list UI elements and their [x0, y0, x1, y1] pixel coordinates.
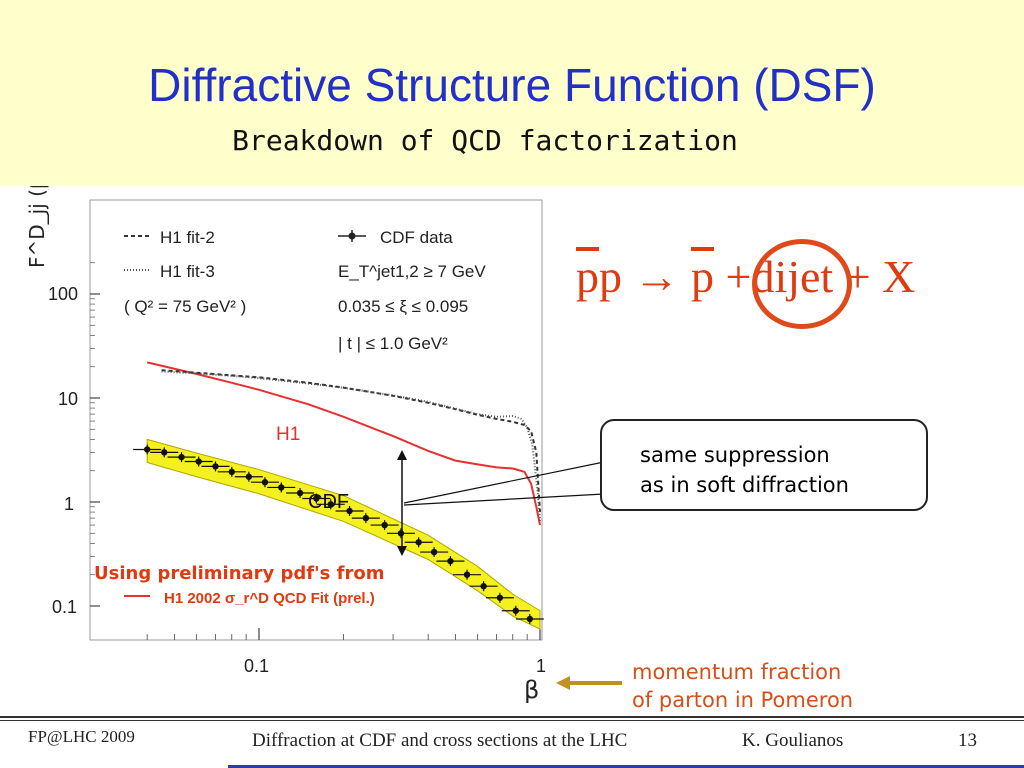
- cdf-data-point: [195, 458, 202, 465]
- cdf-data-point: [178, 453, 185, 461]
- reaction-plus-1: +: [725, 251, 752, 302]
- legend-q2: ( Q² = 75 GeV² ): [124, 297, 246, 316]
- cdf-data-point: [278, 484, 285, 491]
- y-axis-label: F^D_jj (β): [25, 186, 49, 268]
- cdf-data-label: CDF: [308, 491, 349, 513]
- legend-fit2: H1 fit-2: [160, 228, 215, 247]
- momentum-note: momentum fraction of parton in Pomeron: [632, 658, 853, 714]
- cdf-data-point: [496, 594, 504, 601]
- momentum-line: momentum fraction: [632, 660, 842, 684]
- footer-rule-thin: [0, 720, 1024, 721]
- reaction-arrow: →: [633, 251, 680, 302]
- cdf-data-point: [212, 463, 219, 470]
- cdf-data-point: [143, 446, 151, 453]
- dijet-highlight-circle: [752, 239, 852, 329]
- slide-title: Diffractive Structure Function (DSF): [148, 59, 876, 111]
- slide-subtitle: Breakdown of QCD factorization: [232, 124, 738, 157]
- cdf-data-point: [397, 530, 405, 537]
- y-tick-label: 10: [58, 389, 78, 409]
- cdf-uncertainty-band: [146, 438, 541, 630]
- suppression-arrowhead-top: [397, 450, 407, 460]
- cdf-data-point: [362, 514, 370, 522]
- momentum-arrowhead: [556, 676, 570, 690]
- dsf-chart: 100 10 1 0.1 0.1 1 β F^D_jj (β) H1 fit-2…: [25, 186, 622, 704]
- legend-t-cut: | t | ≤ 1.0 GeV²: [338, 334, 448, 353]
- cdf-data-point: [296, 489, 304, 497]
- cdf-data-point: [161, 449, 168, 456]
- footer-page-number: 13: [958, 730, 977, 751]
- footer-event: FP@LHC 2009: [28, 727, 135, 746]
- y-tick-label: 1: [64, 494, 74, 514]
- cdf-data-point: [447, 557, 454, 565]
- cdf-data-point: [327, 501, 334, 508]
- cdf-data-point: [346, 507, 353, 515]
- x-term: X: [882, 251, 916, 302]
- p-symbol: p: [599, 251, 622, 302]
- pdf-note: Using preliminary pdf's from: [94, 563, 384, 584]
- note-line: same suppression: [640, 443, 830, 467]
- legend-cdf: CDF data: [380, 228, 453, 247]
- pbar-symbol: p: [576, 251, 599, 302]
- callout-line-lower: [403, 493, 605, 506]
- note-line: as in soft diffraction: [640, 473, 849, 497]
- x-tick-label: 0.1: [244, 656, 269, 676]
- cdf-data-point: [463, 571, 471, 578]
- cdf-data-point: [245, 473, 253, 480]
- footer-accent-rule: [228, 765, 1024, 768]
- cdf-data-point: [228, 468, 235, 476]
- cdf-data-point: [512, 607, 519, 614]
- legend-xi-cut: 0.035 ≤ ξ ≤ 0.095: [338, 297, 468, 316]
- footer-rule: [0, 716, 1024, 718]
- header-band: [0, 0, 1024, 186]
- cdf-data-point: [261, 479, 269, 486]
- pdf-legend: H1 2002 σ_r^D QCD Fit (prel.): [164, 590, 375, 607]
- cdf-data-point: [415, 539, 422, 546]
- legend-et-cut: E_T^jet1,2 ≥ 7 GeV: [338, 262, 486, 281]
- footer-author: K. Goulianos: [742, 730, 844, 751]
- cdf-data-point: [430, 548, 438, 556]
- cdf-data-point: [480, 583, 487, 590]
- suppression-arrowhead-bottom: [397, 546, 407, 556]
- momentum-line: of parton in Pomeron: [632, 688, 854, 712]
- y-tick-label: 0.1: [52, 597, 77, 617]
- cdf-data-point: [381, 521, 388, 529]
- callout-line-upper: [403, 461, 605, 504]
- suppression-callout-text: same suppression as in soft diffraction: [640, 440, 849, 500]
- pbar-final-symbol: p: [691, 251, 714, 302]
- footer-talk-title: Diffraction at CDF and cross sections at…: [252, 730, 628, 751]
- legend-fit3: H1 fit-3: [160, 262, 215, 281]
- reaction-equation: pp → p +dijet + X: [576, 250, 915, 303]
- y-tick-label: 100: [48, 284, 78, 304]
- x-axis-label: β: [524, 676, 539, 704]
- cdf-data-point: [313, 495, 320, 502]
- h1-curve-label: H1: [276, 424, 300, 445]
- cdf-data-point: [526, 615, 534, 623]
- suppression-callout-box: [600, 419, 928, 511]
- x-tick-label: 1: [536, 656, 546, 676]
